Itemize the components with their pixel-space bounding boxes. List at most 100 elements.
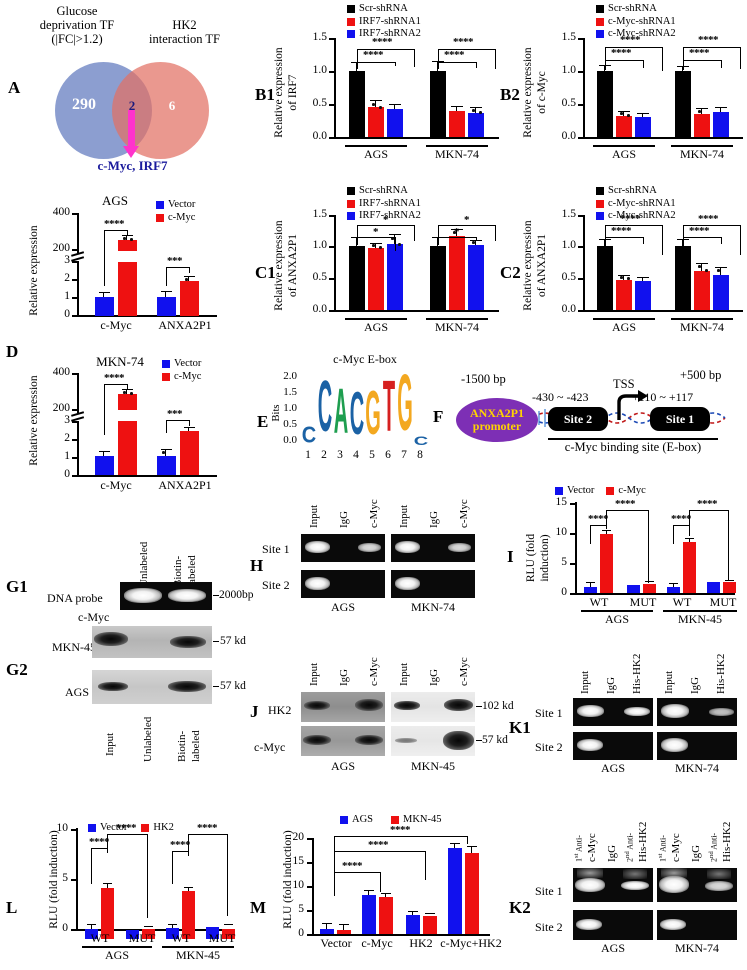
blot-band: [98, 682, 128, 691]
y-tick-label: 3: [64, 254, 70, 266]
lane-label-2nd-anti-hishk2-sup: 2nd Anti-: [708, 832, 719, 862]
panel-b2-legend: Scr-shRNA c-Myc-shRNA1 c-Myc-shRNA2: [596, 3, 676, 41]
panel-ags-legend: Vector c-Myc: [156, 199, 195, 224]
y-tick: [329, 310, 334, 312]
sig-bracket-arm: [662, 47, 663, 71]
significance-stars: *: [373, 226, 379, 238]
legend-item: MKN-45: [391, 814, 442, 827]
panel-c2-label: C2: [500, 263, 521, 282]
row-label-ags: AGS: [65, 685, 90, 699]
bar-ags-cmyc: [362, 895, 376, 934]
significance-stars: ****: [170, 839, 191, 851]
y-tick: [570, 533, 575, 535]
bar-scr-ags: [597, 71, 613, 137]
lane-label-unlabeled: Unlabeled: [138, 541, 150, 587]
errorbar: [172, 925, 174, 928]
bar-sh2-mkn: [713, 275, 729, 310]
errorbar: [385, 894, 387, 897]
significance-stars: ****: [611, 225, 632, 237]
errorbar: [682, 240, 684, 246]
errorbar-cap: [184, 275, 195, 277]
significance-stars: ****: [671, 513, 692, 525]
y-tick-label: 200: [52, 402, 70, 414]
y-axis: [575, 502, 577, 594]
bar-vector-mkn-wt: [166, 928, 179, 939]
sig-bracket: [104, 230, 128, 231]
blot-j-ags-hk2: [301, 692, 385, 722]
x-label-wt: WT: [672, 595, 692, 609]
group-label: MKN-74: [680, 147, 724, 161]
legend-item: c-Myc: [606, 485, 646, 498]
group-label: AGS: [611, 147, 636, 161]
y-tick-label: 5: [62, 872, 68, 884]
errorbar-cap: [381, 892, 391, 894]
y-axis-label-line1: RLU (fold: [525, 533, 537, 583]
significance-stars: ****: [89, 836, 110, 848]
significance-stars: ****: [116, 822, 137, 834]
group-underline: [426, 145, 488, 147]
legend-swatch: [347, 199, 355, 208]
sig-bracket: [605, 225, 663, 226]
y-tick-label: 2: [64, 272, 70, 284]
data-point: [130, 392, 133, 395]
sig-bracket-arm: [104, 384, 105, 435]
blot-band: [303, 735, 331, 745]
bar-cmyc-cmyc-upper: [118, 394, 137, 410]
x-label-wt: WT: [589, 595, 609, 609]
panel-d-legend: Vector c-Myc: [162, 358, 201, 383]
errorbar: [590, 583, 592, 587]
errorbar-cap: [618, 110, 630, 112]
y-tick-label: 1.5: [312, 31, 327, 43]
bar-sh1-ags: [616, 116, 632, 137]
y-tick-label: 0: [62, 922, 68, 934]
y-tick: [71, 829, 76, 831]
errorbar: [604, 66, 606, 71]
sig-bracket: [357, 49, 415, 50]
legend-swatch: [340, 816, 348, 825]
sig-bracket-arm: [605, 237, 606, 246]
y-tick-label: 0.5: [561, 271, 576, 283]
marker-dash: [213, 595, 219, 597]
y-tick-label: 0.5: [561, 97, 576, 109]
venn-left-title-line3: (|FC|>1.2): [51, 32, 103, 46]
panel-b2-chart: Relative expression of c-Myc 0.0 0.5 1.0…: [500, 0, 747, 180]
lane-label-input: Input: [398, 662, 410, 686]
lane-label-cmyc: c-Myc: [368, 499, 380, 528]
y-tick: [72, 213, 77, 215]
panel-b1-label: B1: [255, 85, 275, 104]
bar-cmyc-ags-wt: [600, 534, 613, 593]
errorbar: [604, 240, 606, 246]
sig-bracket-arm: [740, 47, 741, 69]
bar-sh2-mkn: [713, 112, 729, 137]
group-label: AGS: [363, 320, 388, 334]
lane-label-biotin: Biotin-: [176, 730, 188, 762]
errorbar: [375, 244, 377, 248]
errorbar-cap: [451, 105, 463, 107]
y-tick: [578, 71, 583, 73]
legend-label: Vector: [567, 485, 595, 496]
y-tick: [72, 373, 77, 375]
tss-label: TSS: [613, 377, 635, 391]
y-tick-label: 200: [52, 242, 70, 254]
bar-vector-mkn-wt: [667, 587, 680, 593]
lane-label-2nd-anti-hishk2: His-HK2: [637, 821, 649, 862]
binding-site-footer: c-Myc binding site (E-box): [564, 440, 702, 454]
group-underline: [581, 610, 653, 612]
lane-label-1st-anti-cmyc: c-Myc: [670, 833, 682, 862]
lane-label-igg: IgG: [338, 668, 350, 686]
sig-bracket-arm: [643, 60, 644, 68]
y-tick-label: 2.0: [283, 370, 297, 382]
gel-band: [448, 543, 471, 552]
sig-bracket-arm: [495, 49, 496, 69]
y-tick: [72, 439, 77, 441]
bar-vector-ags-wt: [85, 929, 98, 939]
sig-bracket-arm: [357, 49, 358, 62]
bar-cmyc-anxa: [180, 281, 199, 316]
y-tick-label: 1.5: [561, 31, 576, 43]
data-point: [472, 241, 475, 244]
significance-stars: ****: [342, 860, 363, 872]
data-point: [698, 265, 701, 268]
svg-text:C: C: [318, 368, 332, 448]
sig-bracket-arm: [147, 834, 148, 918]
data-point: [698, 110, 701, 113]
